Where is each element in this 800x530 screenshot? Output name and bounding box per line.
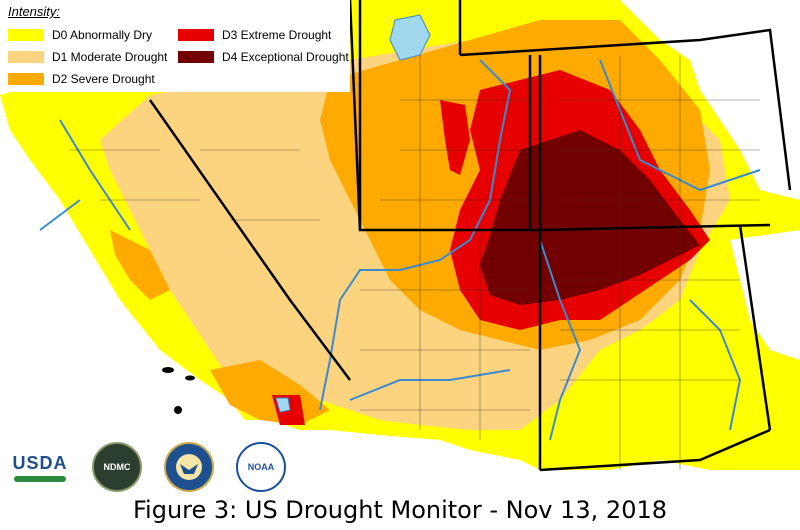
legend-swatch-d1 — [8, 51, 44, 63]
legend-label-d3: D3 Extreme Drought — [222, 28, 332, 42]
legend-item-d4: D4 Exceptional Drought — [178, 50, 349, 64]
legend-label-d2: D2 Severe Drought — [52, 72, 155, 86]
ndmc-logo: NDMC — [92, 442, 142, 492]
legend-item-d1: D1 Moderate Drought — [8, 50, 167, 64]
legend-label-d4: D4 Exceptional Drought — [222, 50, 349, 64]
drought-map — [0, 0, 800, 472]
legend-item-d0: D0 Abnormally Dry — [8, 28, 152, 42]
legend-swatch-d2 — [8, 73, 44, 85]
figure-caption: Figure 3: US Drought Monitor - Nov 13, 2… — [132, 496, 667, 524]
legend-title: Intensity: — [8, 4, 61, 19]
noaa-logo: NOAA — [236, 442, 286, 492]
salton-sea — [275, 397, 291, 413]
legend-swatch-d0 — [8, 29, 44, 41]
legend-swatch-d4 — [178, 51, 214, 63]
ndmc-logo-text: NDMC — [103, 462, 131, 472]
no-drought-area-2 — [730, 230, 800, 360]
channel-islands — [162, 367, 195, 414]
usda-logo-text: USDA — [12, 452, 68, 473]
legend-label-d1: D1 Moderate Drought — [52, 50, 168, 64]
usda-logo: USDA — [10, 445, 70, 489]
commerce-seal-logo — [164, 442, 214, 492]
rivers — [39, 59, 761, 441]
legend-item-d3: D3 Extreme Drought — [178, 28, 331, 42]
legend-label-d0: D0 Abnormally Dry — [52, 28, 153, 42]
d2-region-coast — [110, 230, 170, 300]
agency-logos: USDA NDMC NOAA — [10, 440, 286, 494]
noaa-logo-text: NOAA — [247, 462, 275, 472]
usda-wave — [14, 475, 66, 482]
map-legend: Intensity: D0 Abnormally Dry D1 Moderate… — [0, 0, 350, 92]
legend-swatch-d3 — [178, 29, 214, 41]
eagle-icon — [176, 454, 202, 480]
state-boundaries — [148, 0, 792, 472]
county-boundaries — [70, 55, 760, 470]
d4-region — [480, 130, 700, 305]
legend-item-d2: D2 Severe Drought — [8, 72, 155, 86]
d3-region-utah — [440, 100, 470, 175]
